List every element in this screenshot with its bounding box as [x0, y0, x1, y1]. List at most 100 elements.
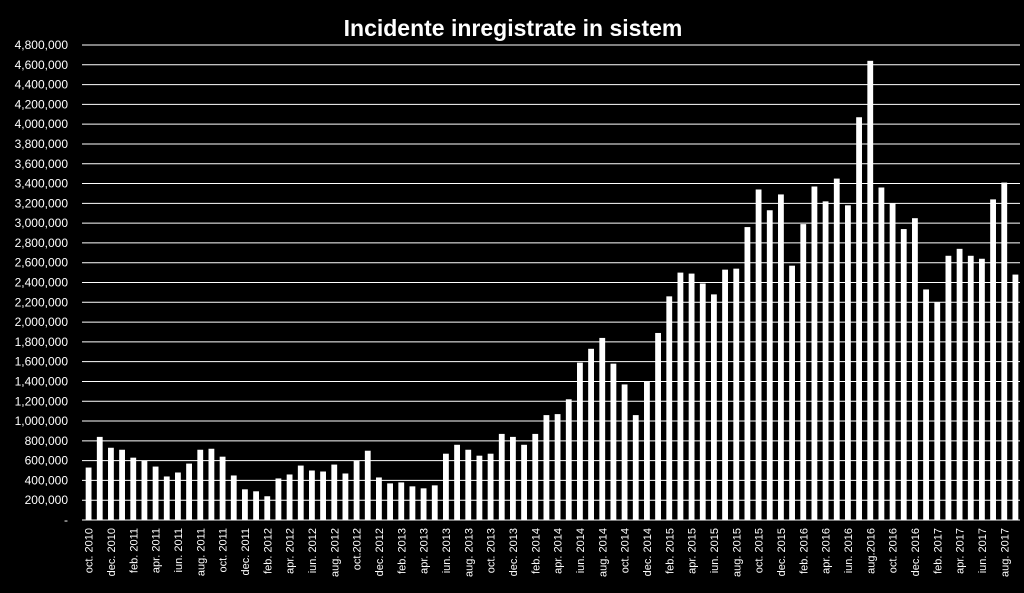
bar-aug-2015 [733, 268, 740, 520]
bar-dec-2011 [242, 489, 248, 520]
bar-nov-2013 [498, 433, 505, 520]
bar-aug-2013 [465, 449, 472, 520]
y-tick-label: 200,000 [25, 493, 69, 507]
bar-apr-2013 [420, 488, 427, 520]
x-tick-label: dec. 2016 [910, 528, 922, 576]
x-tick-label: oct. 2014 [620, 528, 632, 573]
bar-sep-2014 [610, 363, 617, 520]
bar-iul-2015 [722, 269, 728, 520]
x-tick-label: feb. 2011 [128, 528, 140, 573]
bar-oct-2015 [755, 189, 762, 521]
bar-mai-2014 [565, 399, 572, 520]
y-tick-label: 600,000 [25, 454, 69, 468]
y-tick-label: 1,400,000 [15, 374, 69, 388]
bar-iun-2015 [711, 294, 717, 521]
gridlines [82, 44, 1020, 521]
bar-oct-2013 [487, 453, 494, 520]
bar-dec-2010 [108, 447, 114, 520]
bar-nov-2014 [632, 415, 639, 520]
x-tick-label: apr. 2014 [553, 528, 565, 574]
x-tick-label: iun. 2014 [575, 528, 587, 573]
bars [85, 60, 1019, 521]
bar-iul-2011 [186, 463, 192, 520]
bar-apr-2012 [286, 474, 293, 520]
bar-nov-2010 [96, 436, 103, 521]
bar-mar-2016 [811, 186, 818, 520]
bar-oct-2011 [219, 456, 226, 520]
y-tick-label: 3,000,000 [15, 216, 69, 230]
y-tick-label: 1,200,000 [15, 394, 69, 408]
x-tick-label: dec. 2014 [642, 528, 654, 576]
x-tick-label: apr. 2011 [151, 528, 163, 573]
bar-mar-2015 [677, 272, 684, 520]
bar-sep-2012 [342, 473, 349, 520]
x-tick-label: oct. 2010 [84, 528, 96, 573]
x-tick-label: apr. 2015 [687, 528, 699, 574]
bar-ian-2012 [253, 491, 259, 520]
x-axis-ticks: oct. 2010 dec. 2010 feb. 2011 apr. 2011 iun.… [84, 528, 1012, 577]
bar-nov-2015 [766, 210, 773, 520]
bar-iul-2014 [588, 348, 594, 520]
bar-aug-2016 [867, 60, 874, 520]
bar-feb-2015 [666, 296, 673, 520]
x-tick-label: iun. 2013 [441, 528, 453, 573]
x-tick-label: iun. 2011 [173, 528, 185, 572]
x-tick-label: dec. 2011 [240, 528, 252, 576]
bar-ian-2017 [923, 289, 929, 520]
bar-sep-2015 [744, 227, 751, 520]
bar-mai-2015 [699, 283, 706, 520]
bar-aug-2011 [197, 449, 204, 520]
x-tick-label: oct.2012 [352, 528, 364, 570]
bar-iul-2016 [856, 117, 862, 521]
x-tick-label: aug. 2012 [329, 528, 341, 577]
bar-feb-2013 [398, 482, 405, 520]
bar-ian-2013 [387, 483, 393, 520]
bar-sep-2013 [476, 455, 483, 520]
x-tick-label: dec. 2015 [776, 528, 788, 576]
y-tick-label: 1,000,000 [15, 414, 69, 428]
x-tick-label: apr. 2012 [285, 528, 297, 574]
x-tick-label: oct. 2016 [888, 528, 900, 573]
bar-mar-2012 [275, 478, 282, 520]
x-tick-label: feb. 2012 [262, 528, 274, 574]
y-tick-label: 2,800,000 [15, 236, 69, 250]
bar-dec-2014 [644, 381, 650, 520]
bar-iul-2013 [454, 444, 460, 520]
x-tick-label: feb. 2013 [396, 528, 408, 574]
bar-apr-2014 [554, 414, 561, 520]
bar-mar-2014 [543, 415, 550, 520]
chart-title: Incidente inregistrate in sistem [344, 15, 683, 41]
bar-mar-2011 [141, 460, 148, 521]
x-tick-label: aug. 2011 [195, 528, 207, 576]
bar-nov-2011 [230, 475, 237, 520]
bar-ian-2016 [789, 265, 795, 520]
x-tick-label: apr. 2013 [419, 528, 431, 574]
bar-sep-2011 [208, 448, 215, 520]
bar-apr-2017 [956, 248, 963, 520]
y-tick-label: 4,400,000 [15, 78, 69, 92]
bar-sep-2016 [878, 187, 885, 520]
y-tick-label: 2,400,000 [15, 276, 69, 290]
x-tick-label: feb. 2014 [530, 528, 542, 574]
x-tick-label: aug. 2015 [731, 528, 743, 577]
bar-iun-2016 [845, 205, 851, 520]
bar-apr-2015 [688, 273, 695, 520]
y-tick-label: 2,600,000 [15, 256, 69, 270]
bar-mai-2013 [431, 485, 438, 520]
bar-mai-2012 [297, 465, 304, 520]
x-tick-label: feb. 2016 [798, 528, 810, 574]
x-tick-label: apr. 2017 [955, 528, 967, 574]
bar-feb-2011 [130, 457, 137, 520]
x-tick-label: dec. 2012 [374, 528, 386, 576]
bar-dec-2013 [510, 436, 516, 521]
x-tick-label: oct. 2013 [486, 528, 498, 573]
y-tick-label: 3,600,000 [15, 157, 69, 171]
bar-iun-2014 [577, 362, 583, 520]
y-tick-label: 800,000 [25, 434, 69, 448]
x-tick-label: dec. 2013 [508, 528, 520, 576]
y-tick-label: - [64, 513, 68, 527]
y-axis-ticks: - 200,000 400,000 600,000 800,000 1,000,000 1,… [15, 38, 69, 527]
bar-aug-2017 [1001, 182, 1008, 521]
bar-feb-2012 [264, 496, 271, 520]
